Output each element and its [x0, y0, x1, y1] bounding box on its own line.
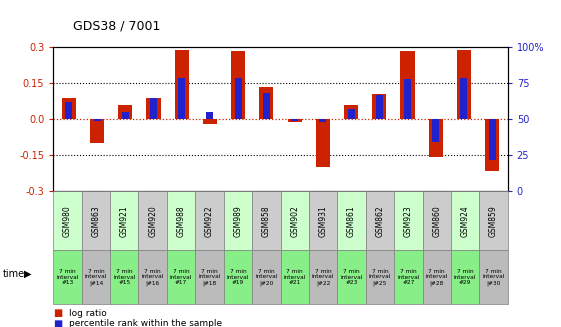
Text: GSM923: GSM923 — [404, 205, 413, 237]
Bar — [65, 102, 72, 119]
Bar — [316, 119, 330, 167]
Bar — [174, 50, 188, 119]
Bar — [146, 98, 160, 119]
Bar — [62, 98, 76, 119]
Bar — [457, 50, 471, 119]
Bar — [401, 51, 415, 119]
Text: GSM862: GSM862 — [375, 205, 384, 236]
Text: GSM861: GSM861 — [347, 205, 356, 236]
Bar — [347, 109, 355, 119]
Text: GSM858: GSM858 — [262, 205, 271, 236]
Text: 7 min
interval
|#16: 7 min interval |#16 — [141, 268, 164, 286]
Text: GSM989: GSM989 — [233, 205, 242, 237]
Bar — [373, 94, 387, 119]
Text: GSM922: GSM922 — [205, 205, 214, 236]
Text: 7 min
interval
#29: 7 min interval #29 — [454, 269, 476, 285]
Bar — [94, 119, 100, 121]
Text: 7 min
interval
#15: 7 min interval #15 — [113, 269, 136, 285]
Text: 7 min
interval
|#20: 7 min interval |#20 — [255, 268, 278, 286]
Bar — [319, 119, 327, 122]
Text: 7 min
interval
|#25: 7 min interval |#25 — [369, 268, 391, 286]
Bar — [231, 51, 245, 119]
Text: 7 min
interval
#17: 7 min interval #17 — [170, 269, 192, 285]
Bar — [429, 119, 443, 157]
Bar — [376, 95, 383, 119]
Bar — [118, 105, 132, 119]
Bar — [150, 98, 157, 119]
Bar — [485, 119, 499, 171]
Text: 7 min
interval
#27: 7 min interval #27 — [397, 269, 420, 285]
Text: GSM860: GSM860 — [432, 205, 441, 237]
Bar — [90, 119, 104, 143]
Bar — [432, 119, 439, 142]
Text: 7 min
interval
#13: 7 min interval #13 — [56, 269, 79, 285]
Text: 7 min
interval
|#14: 7 min interval |#14 — [85, 268, 107, 286]
Text: GSM920: GSM920 — [148, 205, 157, 237]
Text: GSM988: GSM988 — [177, 205, 186, 236]
Text: 7 min
interval
#19: 7 min interval #19 — [227, 269, 249, 285]
Text: GSM859: GSM859 — [489, 205, 498, 237]
Text: time: time — [3, 269, 25, 279]
Bar — [259, 87, 273, 119]
Bar — [404, 79, 411, 119]
Text: ▶: ▶ — [24, 269, 31, 279]
Bar — [288, 119, 302, 122]
Text: GSM924: GSM924 — [461, 205, 470, 237]
Text: ■: ■ — [53, 308, 62, 318]
Text: percentile rank within the sample: percentile rank within the sample — [69, 319, 222, 327]
Bar — [489, 119, 496, 160]
Text: 7 min
interval
|#28: 7 min interval |#28 — [425, 268, 448, 286]
Text: GSM921: GSM921 — [120, 205, 129, 236]
Bar — [461, 77, 467, 119]
Text: GSM931: GSM931 — [319, 205, 328, 237]
Bar — [206, 112, 214, 119]
Bar — [291, 119, 298, 121]
Text: GSM980: GSM980 — [63, 205, 72, 237]
Text: log ratio: log ratio — [69, 309, 107, 318]
Text: 7 min
interval
|#30: 7 min interval |#30 — [482, 268, 505, 286]
Text: 7 min
interval
#21: 7 min interval #21 — [283, 269, 306, 285]
Text: GSM863: GSM863 — [91, 205, 100, 237]
Bar — [344, 105, 358, 119]
Text: ■: ■ — [53, 319, 62, 327]
Text: 7 min
interval
|#22: 7 min interval |#22 — [312, 268, 334, 286]
Bar — [203, 119, 217, 124]
Bar — [263, 94, 270, 119]
Bar — [234, 77, 242, 119]
Bar — [178, 77, 185, 119]
Text: GSM902: GSM902 — [290, 205, 299, 237]
Bar — [122, 112, 129, 119]
Text: 7 min
interval
|#18: 7 min interval |#18 — [198, 268, 220, 286]
Text: 7 min
interval
#23: 7 min interval #23 — [341, 269, 363, 285]
Text: GDS38 / 7001: GDS38 / 7001 — [73, 20, 160, 33]
